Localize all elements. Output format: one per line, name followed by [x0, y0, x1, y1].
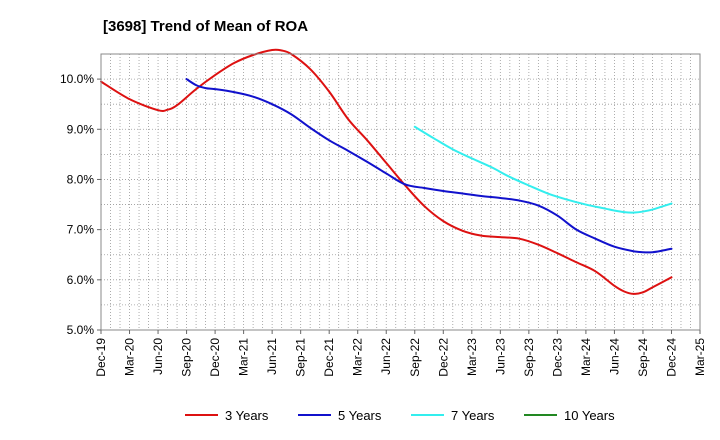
y-tick-label: 6.0%	[67, 273, 95, 287]
y-tick-label: 5.0%	[67, 323, 95, 337]
y-axis-ticks: 5.0% 6.0% 7.0% 8.0% 9.0% 10.0%	[60, 72, 101, 337]
legend-label-3-years: 3 Years	[225, 408, 269, 423]
x-tick-label: Sep-22	[408, 338, 422, 377]
y-tick-label: 7.0%	[67, 223, 95, 237]
x-tick-label: Jun-24	[607, 338, 621, 375]
x-tick-label: Dec-22	[436, 338, 450, 377]
x-tick-label: Dec-19	[94, 338, 108, 377]
series-line-5-years	[185, 78, 673, 254]
x-tick-label: Jun-22	[379, 338, 393, 375]
legend: 3 Years 5 Years 7 Years 10 Years	[185, 408, 615, 423]
y-tick-label: 9.0%	[67, 122, 95, 136]
x-tick-label: Mar-24	[579, 338, 593, 376]
chart-title: [3698] Trend of Mean of ROA	[103, 18, 308, 35]
x-tick-label: Mar-25	[693, 338, 707, 376]
y-tick-label: 8.0%	[67, 172, 95, 186]
x-tick-label: Dec-20	[208, 338, 222, 377]
series-layer	[100, 48, 673, 295]
x-tick-label: Sep-20	[180, 338, 194, 377]
x-tick-label: Sep-23	[522, 338, 536, 377]
x-tick-label: Jun-20	[151, 338, 165, 375]
x-tick-label: Sep-24	[636, 338, 650, 377]
series-line-7-years	[413, 125, 673, 214]
x-axis-ticks: Dec-19 Mar-20 Jun-20 Sep-20 Dec-20 Mar-21 Jun-…	[94, 330, 707, 377]
x-tick-label: Dec-23	[550, 338, 564, 377]
x-tick-label: Mar-22	[351, 338, 365, 376]
x-tick-label: Sep-21	[294, 338, 308, 377]
x-tick-label: Dec-24	[664, 338, 678, 377]
plot-frame	[100, 53, 701, 331]
legend-label-7-years: 7 Years	[451, 408, 495, 423]
grid-layer	[101, 54, 700, 330]
y-tick-label: 10.0%	[60, 72, 94, 86]
x-tick-label: Mar-23	[465, 338, 479, 376]
x-tick-label: Mar-21	[237, 338, 251, 376]
x-tick-label: Jun-23	[493, 338, 507, 375]
x-tick-label: Mar-20	[123, 338, 137, 376]
x-tick-label: Dec-21	[322, 338, 336, 377]
x-tick-label: Jun-21	[265, 338, 279, 375]
legend-label-10-years: 10 Years	[564, 408, 615, 423]
legend-label-5-years: 5 Years	[338, 408, 382, 423]
